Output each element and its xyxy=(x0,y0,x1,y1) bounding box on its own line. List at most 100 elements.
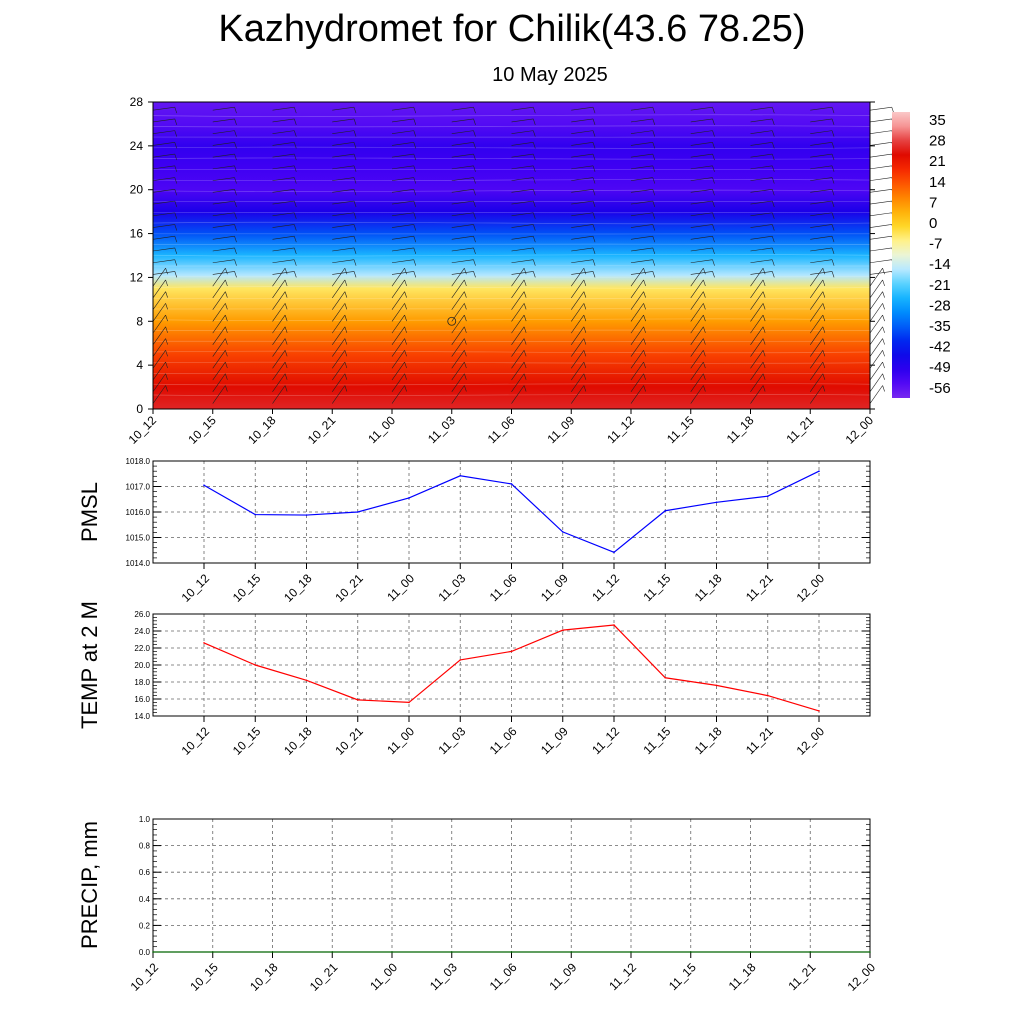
wind-barb-feather xyxy=(225,315,228,322)
colorbar xyxy=(892,112,910,398)
wind-barb xyxy=(272,200,295,205)
wind-barb xyxy=(511,118,534,123)
wind-barb-feather xyxy=(165,338,168,345)
wind-barb xyxy=(272,118,295,123)
wind-barb xyxy=(690,212,713,217)
wind-barb xyxy=(332,224,355,228)
data-point xyxy=(715,684,718,687)
wind-barb xyxy=(272,271,295,275)
wind-barb xyxy=(451,291,465,310)
y-tick-label: 16.0 xyxy=(134,695,150,704)
wind-barb xyxy=(332,361,346,381)
x-tick-label: 10_21 xyxy=(332,571,366,605)
wind-barb xyxy=(212,279,226,299)
wind-barb-feather xyxy=(473,142,476,149)
wind-barb xyxy=(391,165,414,170)
wind-barb-feather xyxy=(174,177,178,184)
wind-barb-feather xyxy=(294,130,297,137)
y-tick-label: 1017.0 xyxy=(126,483,151,492)
wind-barb xyxy=(630,106,653,111)
x-tick-label: 11_03 xyxy=(436,571,469,604)
wind-barb-feather xyxy=(652,177,656,184)
wind-barb xyxy=(511,200,534,205)
wind-barb-feather xyxy=(762,315,766,322)
wind-barb xyxy=(272,247,295,252)
wind-barb xyxy=(212,385,226,404)
wind-barb-feather xyxy=(523,315,527,322)
wind-barb xyxy=(810,118,833,123)
wind-barb xyxy=(810,177,833,181)
wind-barb xyxy=(391,268,405,287)
wind-barb xyxy=(152,200,175,205)
chart-subtitle: 10 May 2025 xyxy=(492,64,608,86)
wind-barb-feather xyxy=(533,271,536,278)
colorbar-label: -7 xyxy=(929,236,942,253)
wind-barb-feather xyxy=(533,236,536,243)
x-tick-label: 11_18 xyxy=(692,724,725,757)
wind-barb xyxy=(391,373,405,392)
wind-barb-feather xyxy=(473,259,476,266)
wind-barb-feather xyxy=(652,247,656,255)
wind-barb xyxy=(332,303,346,322)
data-point xyxy=(450,951,453,953)
wind-barb xyxy=(152,279,166,299)
wind-barb xyxy=(750,212,773,217)
wind-barb-feather xyxy=(643,268,646,275)
wind-barb-feather xyxy=(353,259,357,266)
wind-barb xyxy=(810,153,833,158)
wind-barb xyxy=(810,326,824,346)
data-point xyxy=(715,501,718,504)
wind-barb xyxy=(272,314,286,334)
wind-barb xyxy=(152,165,175,170)
wind-barb xyxy=(391,271,414,275)
wind-barb xyxy=(272,142,295,146)
wind-barb xyxy=(810,200,833,205)
wind-barb xyxy=(272,361,286,381)
wind-barb-feather xyxy=(353,200,357,208)
wind-barb-feather xyxy=(353,212,357,219)
x-tick-label: 11_18 xyxy=(692,571,725,604)
wind-barb xyxy=(571,212,594,217)
wind-barb-feather xyxy=(174,107,178,114)
x-tick-label: 11_15 xyxy=(641,571,674,604)
wind-barb-feather xyxy=(353,177,357,184)
wind-barb xyxy=(810,279,824,299)
wind-barb xyxy=(571,142,594,146)
wind-barb-feather xyxy=(533,130,536,137)
x-tick-label: 11_06 xyxy=(485,413,518,446)
wind-barb xyxy=(212,177,235,181)
wind-barb-feather xyxy=(592,165,596,172)
wind-barb xyxy=(212,212,235,217)
wind-barb xyxy=(212,314,226,334)
wind-barb-feather xyxy=(583,315,587,322)
wind-barb-feather xyxy=(464,326,467,333)
wind-barb-feather xyxy=(712,200,715,208)
wind-barb xyxy=(690,165,713,170)
wind-barb-feather xyxy=(762,373,766,380)
wind-barb-feather xyxy=(284,279,288,287)
wind-barb xyxy=(451,373,465,392)
wind-barb-feather xyxy=(225,303,228,310)
wind-barb-feather xyxy=(533,107,536,114)
wind-barb-feather xyxy=(831,236,835,243)
wind-barb xyxy=(690,271,713,275)
wind-barb xyxy=(690,118,713,123)
wind-barb-feather xyxy=(404,315,407,322)
wind-barb-feather xyxy=(165,303,168,310)
wind-barb-feather xyxy=(413,153,417,161)
wind-barb-feather xyxy=(772,165,775,172)
wind-barb-feather xyxy=(703,268,706,275)
wind-barb xyxy=(690,303,704,322)
contour-line xyxy=(152,125,871,128)
wind-barb-feather xyxy=(174,189,178,196)
wind-barb xyxy=(869,279,883,299)
wind-barb-feather xyxy=(772,224,775,231)
data-point xyxy=(356,699,359,701)
wind-barb-feather xyxy=(583,350,587,357)
wind-barb xyxy=(451,314,465,334)
wind-barb xyxy=(272,338,286,357)
wind-barb xyxy=(511,326,525,346)
wind-barb-feather xyxy=(583,361,587,369)
wind-barb-feather xyxy=(523,326,527,333)
wind-barb xyxy=(332,106,355,111)
